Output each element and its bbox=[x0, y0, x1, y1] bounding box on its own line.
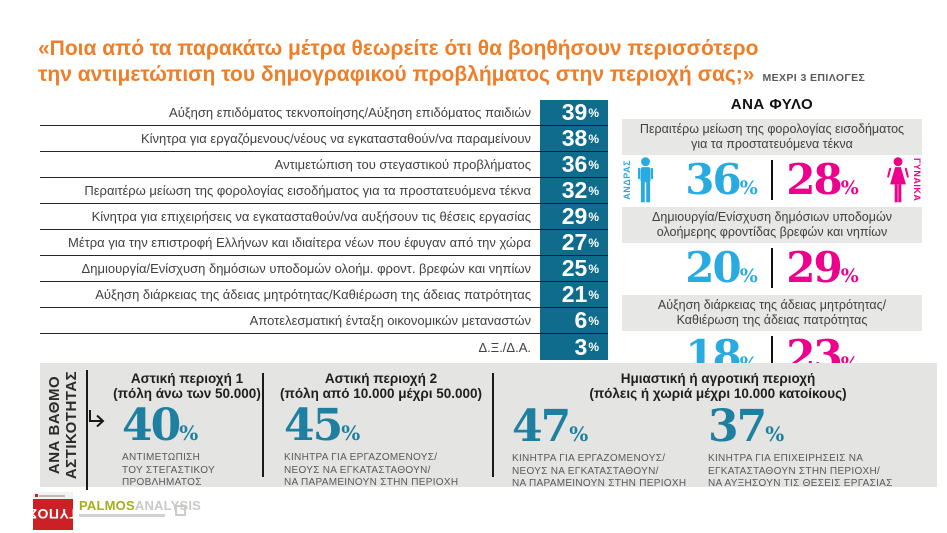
title-line-2: την αντιμετώπιση του δημογραφικού προβλή… bbox=[38, 63, 866, 86]
typos-logo-strip bbox=[33, 492, 73, 499]
bar-label: Δημιουργία/Ενίσχυση δημόσιων υποδομών ολ… bbox=[40, 256, 540, 282]
urbanity-caption: ΚΙΝΗΤΡΑ ΓΙΑ ΕΠΙΧΕΙΡΗΣΕΙΣ ΝΑ ΕΓΚΑΤΑΣΤΑΘΟΥ… bbox=[708, 453, 893, 489]
urbanity-col-urban2: Αστική περιοχή 2 (πόλη από 10.000 μέχρι … bbox=[274, 371, 488, 490]
gender-panel: ΑΝΑ ΦΥΛΟ Περαιτέρω μείωση της φορολογίας… bbox=[622, 96, 922, 381]
gender-value-male: 36% bbox=[685, 155, 758, 204]
divider bbox=[770, 248, 774, 288]
bar-value: 39% bbox=[540, 100, 608, 126]
female-label: ΓΥΝΑΙΚΑ bbox=[912, 158, 922, 202]
gender-question: Αύξηση διάρκειας της άδειας μητρότητας/ … bbox=[622, 295, 922, 331]
urbanity-subitem: 37% ΚΙΝΗΤΡΑ ΓΙΑ ΕΠΙΧΕΙΡΗΣΕΙΣ ΝΑ ΕΓΚΑΤΑΣΤ… bbox=[698, 402, 934, 491]
urbanity-value: 40% bbox=[122, 400, 199, 451]
gender-value-female: 28% bbox=[786, 155, 859, 204]
gender-panel-title: ΑΝΑ ΦΥΛΟ bbox=[730, 96, 814, 113]
bar-value: 36% bbox=[540, 152, 608, 178]
bar-value: 27% bbox=[540, 230, 608, 256]
gender-value-male: 20% bbox=[685, 243, 758, 292]
table-row: Δ.Ξ./Δ.Α. 3% bbox=[40, 334, 608, 360]
table-row: Αντιμετώπιση του στεγαστικού προβλήματος… bbox=[40, 152, 608, 178]
bar-value: 38% bbox=[540, 126, 608, 152]
gender-question: Περαιτέρω μείωση της φορολογίας εισοδήμα… bbox=[622, 119, 922, 155]
bar-value: 3% bbox=[540, 334, 608, 360]
bar-label: Κίνητρα για εργαζόμενους/νέους να εγκατα… bbox=[40, 126, 540, 152]
urbanity-panel: ΑΝΑ ΒΑΘΜΟ ΑΣΤΙΚΟΤΗΤΑΣ Αστική περιοχή 1 (… bbox=[40, 363, 937, 490]
urbanity-value: 47% bbox=[512, 401, 589, 452]
man-icon bbox=[638, 157, 653, 203]
divider bbox=[86, 370, 88, 490]
bar-value: 25% bbox=[540, 256, 608, 282]
arrow-right-icon bbox=[89, 410, 105, 428]
typos-newspaper-logo: ΤΥΠΟΣ bbox=[28, 492, 78, 530]
table-row: Αποτελεσματική ένταξη οικονομικών μετανα… bbox=[40, 308, 608, 334]
table-row: Αύξηση επιδόματος τεκνοποίησης/Αύξηση επ… bbox=[40, 100, 608, 126]
gender-row: ΑΝΔΡΑΣ 36% 28% bbox=[622, 157, 922, 203]
title-line-1: «Ποια από τα παρακάτω μέτρα θεωρείτε ότι… bbox=[38, 37, 759, 60]
table-row: Περαιτέρω μείωση της φορολογίας εισοδήμα… bbox=[40, 178, 608, 204]
divider bbox=[770, 160, 774, 200]
female-figure-group: ΓΥΝΑΙΚΑ bbox=[886, 157, 922, 203]
bar-label: Μέτρα για την επιστροφή Ελλήνων και ιδια… bbox=[40, 230, 540, 256]
bar-value: 21% bbox=[540, 282, 608, 308]
male-figure-group: ΑΝΔΡΑΣ bbox=[622, 157, 657, 203]
page-title: «Ποια από τα παρακάτω μέτρα θεωρείτε ότι… bbox=[38, 36, 918, 91]
gender-row: 20% 29% bbox=[622, 245, 922, 291]
urbanity-col-rural: Ημιαστική ή αγροτική περιοχή (πόλεις ή χ… bbox=[502, 371, 934, 491]
urbanity-col-urban1: Αστική περιοχή 1 (πόλη άνω των 50.000) 4… bbox=[113, 371, 261, 488]
palmos-analysis-logo: PALMOSANALYSIS bbox=[79, 499, 201, 517]
bar-label: Δ.Ξ./Δ.Α. bbox=[478, 339, 531, 355]
table-row: Κίνητρα για εργαζόμενους/νέους να εγκατα… bbox=[40, 126, 608, 152]
bar-label: Αποτελεσματική ένταξη οικονομικών μετανα… bbox=[40, 308, 540, 334]
bar-label: Αύξηση διάρκειας της άδειας μητρότητας/Κ… bbox=[40, 282, 540, 308]
urbanity-caption: ΚΙΝΗΤΡΑ ΓΙΑ ΕΡΓΑΖΟΜΕΝΟΥΣ/ ΝΕΟΥΣ ΝΑ ΕΓΚΑΤ… bbox=[284, 452, 459, 488]
divider bbox=[492, 373, 494, 477]
palmos-tagline bbox=[79, 514, 165, 517]
main-bar-chart: Αύξηση επιδόματος τεκνοποίησης/Αύξηση επ… bbox=[40, 100, 608, 360]
max-choices-note: ΜΕΧΡΙ 3 ΕΠΙΛΟΓΕΣ bbox=[762, 72, 866, 84]
bar-label: Αύξηση επιδόματος τεκνοποίησης/Αύξηση επ… bbox=[40, 100, 540, 126]
urbanity-value: 45% bbox=[284, 400, 361, 451]
urbanity-subitem: 47% ΚΙΝΗΤΡΑ ΓΙΑ ΕΡΓΑΖΟΜΕΝΟΥΣ/ ΝΕΟΥΣ ΝΑ Ε… bbox=[502, 402, 698, 491]
divider bbox=[262, 373, 264, 477]
table-row: Αύξηση διάρκειας της άδειας μητρότητας/Κ… bbox=[40, 282, 608, 308]
urbanity-caption: ΚΙΝΗΤΡΑ ΓΙΑ ΕΡΓΑΖΟΜΕΝΟΥΣ/ ΝΕΟΥΣ ΝΑ ΕΓΚΑΤ… bbox=[512, 453, 687, 489]
gender-value-female: 29% bbox=[786, 243, 859, 292]
bar-value: 29% bbox=[540, 204, 608, 230]
palmos-square-icon bbox=[175, 505, 186, 516]
divider bbox=[770, 336, 774, 376]
bar-label: Κίνητρα για επιχειρήσεις να εγκατασταθού… bbox=[40, 204, 540, 230]
gender-question: Δημιουργία/Ενίσχυση δημόσιων υποδομών ολ… bbox=[622, 207, 922, 243]
male-label: ΑΝΔΡΑΣ bbox=[622, 160, 632, 200]
bar-value: 6% bbox=[540, 308, 608, 334]
bar-label: Αντιμετώπιση του στεγαστικού προβλήματος bbox=[40, 152, 540, 178]
table-row: Κίνητρα για επιχειρήσεις να εγκατασταθού… bbox=[40, 204, 608, 230]
table-row: Δημιουργία/Ενίσχυση δημόσιων υποδομών ολ… bbox=[40, 256, 608, 282]
palmos-wordmark: PALMOS bbox=[79, 498, 135, 513]
urbanity-caption: ΑΝΤΙΜΕΤΩΠΙΣΗ ΤΟΥ ΣΤΕΓΑΣΤΙΚΟΥ ΠΡΟΒΛΗΜΑΤΟΣ bbox=[122, 452, 215, 488]
table-row: Μέτρα για την επιστροφή Ελλήνων και ιδια… bbox=[40, 230, 608, 256]
bar-value: 32% bbox=[540, 178, 608, 204]
analysis-wordmark: ANALYSIS bbox=[134, 498, 201, 513]
bar-label: Περαιτέρω μείωση της φορολογίας εισοδήμα… bbox=[40, 178, 540, 204]
urbanity-value: 37% bbox=[708, 401, 785, 452]
urbanity-axis-label: ΑΝΑ ΒΑΘΜΟ ΑΣΤΙΚΟΤΗΤΑΣ bbox=[46, 370, 81, 480]
woman-icon bbox=[887, 157, 909, 203]
